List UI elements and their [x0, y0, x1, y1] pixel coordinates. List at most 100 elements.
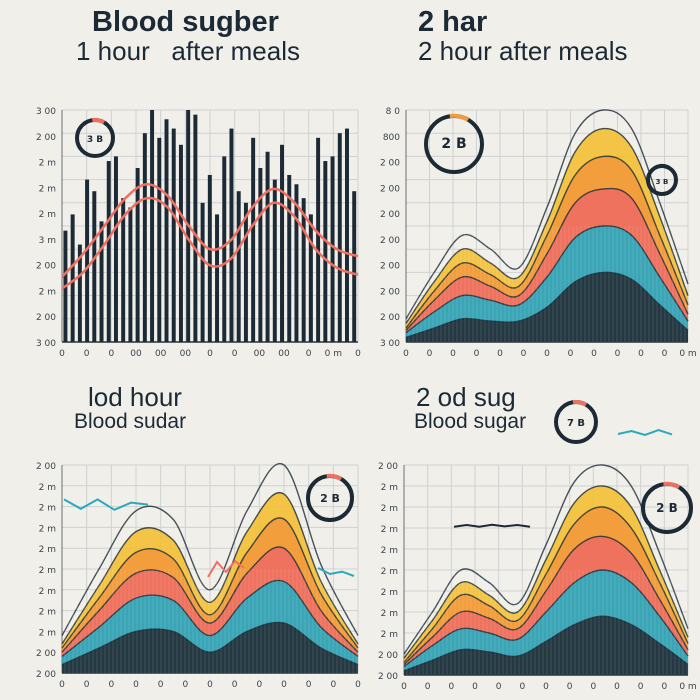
area-dark [62, 622, 358, 673]
x-tick-label: 0 [450, 349, 456, 359]
bar [85, 179, 90, 342]
x-tick-label: 0 [59, 349, 65, 359]
bar [99, 221, 104, 342]
y-tick-label: 2 m [39, 587, 56, 597]
bar [294, 184, 299, 342]
bar [345, 128, 349, 342]
bar [287, 174, 292, 342]
y-tick-label: 3 00 [36, 339, 56, 349]
bar [215, 214, 220, 342]
bar [337, 133, 342, 342]
line-orange [61, 517, 359, 649]
x-tick-label: 0 m [325, 349, 342, 359]
y-tick-label: 2 m [381, 504, 398, 514]
x-tick-label: 00 [130, 349, 142, 359]
y-tick-label: 2 m [39, 566, 56, 576]
coral-squiggle-mid [207, 559, 245, 578]
x-tick-label: 0 [661, 682, 667, 692]
y-tick-label: 2 00 [36, 670, 56, 680]
y-tick-label: 2 m [39, 524, 56, 534]
y-tick-label: 2 00 [380, 159, 400, 169]
badge-sugar-top-accent [572, 399, 588, 407]
chart-subtitle: Blood sugar [414, 410, 527, 433]
badge-sugar-top-label: 7 B [567, 418, 585, 429]
line-dark [61, 621, 359, 666]
bar [164, 119, 169, 342]
y-tick-label: 2 00 [380, 210, 400, 220]
x-tick-label: 0 [108, 349, 114, 359]
bar [113, 156, 118, 342]
line-dark [405, 271, 689, 339]
bar [193, 114, 198, 342]
y-tick-label: 2 00 [36, 262, 56, 272]
bar [280, 144, 284, 342]
chart-subtitle: 1 hour after meals [76, 36, 300, 66]
y-tick-label: 3 00 [380, 339, 400, 349]
y-tick-label: 2 m [39, 608, 56, 618]
bar [301, 198, 306, 342]
bar [77, 244, 82, 342]
x-tick-label: 0 [158, 680, 164, 690]
x-tick-label: 0 [590, 682, 596, 692]
bar [121, 198, 126, 342]
x-tick-label: 0 [256, 680, 262, 690]
x-tick-label: 0 [84, 680, 90, 690]
bar [316, 137, 321, 342]
x-tick-label: 0 [59, 680, 65, 690]
bar [222, 156, 227, 342]
y-tick-label: 2 00 [36, 313, 56, 323]
x-tick-label: 0 [472, 682, 478, 692]
line-coral [61, 546, 359, 653]
y-tick-label: 2 00 [36, 133, 56, 143]
x-tick-label: 0 [232, 680, 238, 690]
bar [243, 202, 248, 342]
bar [200, 202, 205, 342]
bar [128, 207, 133, 342]
x-tick-label: 0 [281, 680, 287, 690]
teal-squiggle-right [317, 567, 355, 577]
navy-squiggle-left [453, 523, 531, 528]
badge-2hour-accent [449, 113, 470, 122]
chart-subtitle: 2 hour after meals [418, 36, 628, 66]
bar [330, 156, 335, 342]
x-tick-label: 0 [497, 349, 503, 359]
chart-subtitle: Blood sudar [74, 410, 187, 433]
y-tick-label: 2 00 [36, 649, 56, 659]
x-tick-label: 0 [207, 680, 213, 690]
x-tick-label: 0 [662, 349, 668, 359]
x-tick-label: 0 [330, 680, 336, 690]
badge-1hour-label: 3 B [87, 135, 103, 145]
x-tick-label: 0 [567, 682, 573, 692]
line-black [61, 462, 359, 636]
bar [323, 161, 328, 342]
y-tick-label: 2 m [39, 504, 56, 514]
x-tick-label: 00 [180, 349, 192, 359]
bar [150, 110, 155, 342]
badge-2hour-small-accent [659, 163, 671, 170]
chart-panel-blood-sudar: lod hour Blood sudar 2 00 2 m 2 m 2 m 2 m 2 m… [0, 370, 370, 700]
x-tick-label: 0 [403, 349, 409, 359]
y-tick-label: 2 00 [378, 672, 398, 682]
chart-title: Blood sugber [92, 6, 279, 38]
y-tick-label: 2 m [381, 546, 398, 556]
x-tick-label: 00 [155, 349, 167, 359]
x-tick-label: 0 [519, 682, 525, 692]
line-teal [405, 225, 689, 334]
x-tick-label: 0 [108, 680, 114, 690]
x-tick-label: 0 [207, 349, 213, 359]
bar [135, 168, 140, 342]
line-teal [403, 569, 689, 668]
bar [352, 191, 357, 342]
y-tick-label: 2 m [39, 287, 56, 297]
line-dark [403, 615, 689, 672]
y-tick-label: 3 00 [36, 107, 56, 117]
badge-sudar-accent [326, 473, 343, 481]
line-coral [403, 535, 689, 666]
bar-chart-1hour: 3 002 002 m2 m2 m3 m2 002 m2 003 000 0 0 00… [36, 107, 361, 359]
y-tick-label: 2 00 [380, 184, 400, 194]
y-tick-label: 2 00 [378, 651, 398, 661]
line-curve-a [61, 182, 359, 278]
x-tick-label: 0 [133, 680, 139, 690]
bar [229, 128, 234, 342]
